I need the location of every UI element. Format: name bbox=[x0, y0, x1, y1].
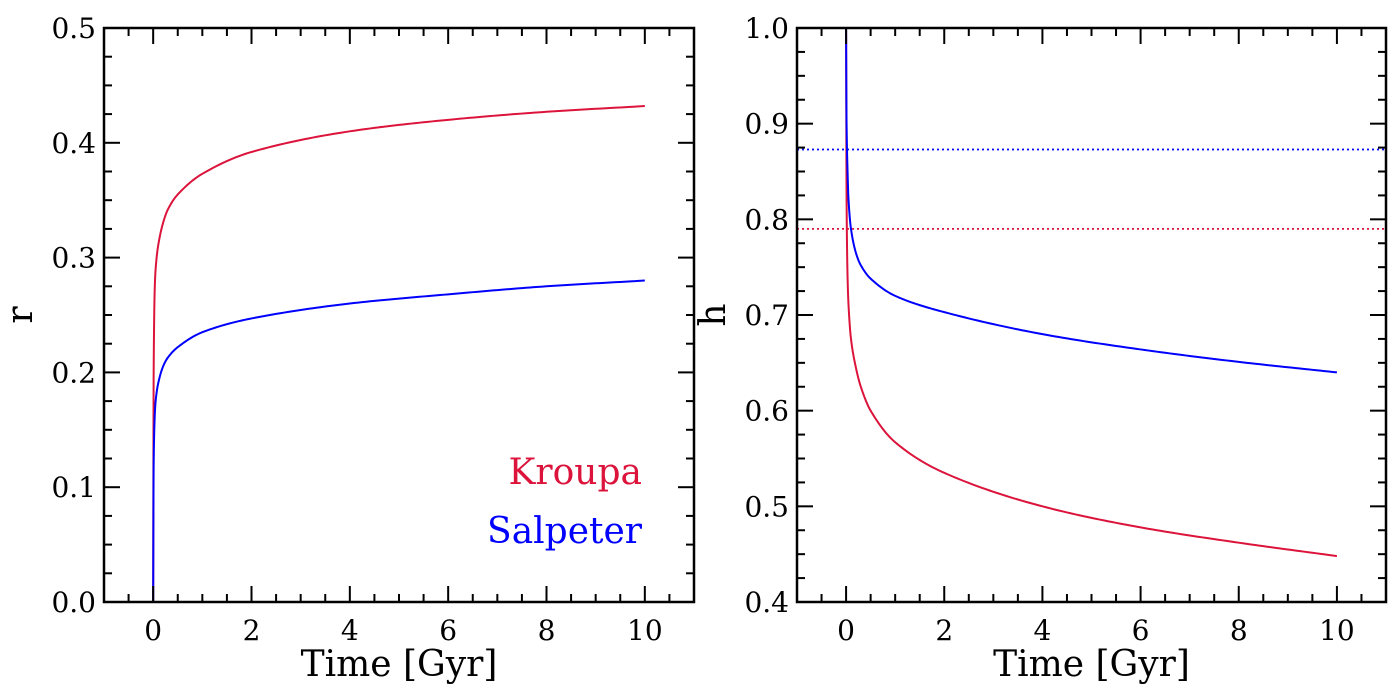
y-tick-label: 0.6 bbox=[744, 395, 789, 428]
series-lines bbox=[152, 105, 645, 603]
y-tick-label: 0.0 bbox=[51, 586, 96, 619]
y-tick-label: 0.3 bbox=[51, 242, 96, 275]
x-tick-label: 0 bbox=[837, 614, 855, 647]
tick-labels: 0 2 4 6 8 10 0.4 0.5 0.6 0.7 0.8 0.9 1.0 bbox=[744, 12, 1354, 647]
y-tick-label: 0.7 bbox=[744, 299, 789, 332]
chart-h-vs-time: 0 2 4 6 8 100.40.50.60.70.80.91.0 Time [Gyr] … bbox=[693, 12, 1388, 685]
x-tick-label: 8 bbox=[1230, 614, 1248, 647]
series-line-salpeter bbox=[152, 279, 645, 603]
x-tick-label: 6 bbox=[1132, 614, 1150, 647]
axes-frame bbox=[102, 26, 696, 604]
series-line-kroupa bbox=[152, 105, 645, 603]
y-tick-label: 0.5 bbox=[744, 490, 789, 523]
y-tick-label: 0.4 bbox=[51, 127, 96, 160]
y-tick-label: 0.4 bbox=[744, 586, 789, 619]
x-tick-label: 8 bbox=[538, 614, 556, 647]
x-tick-label: 2 bbox=[243, 614, 261, 647]
axis-ticks bbox=[103, 27, 695, 603]
y-tick-label: 0.2 bbox=[51, 356, 96, 389]
x-tick-label: 2 bbox=[935, 614, 953, 647]
legend-entry-kroupa: Kroupa bbox=[509, 452, 642, 493]
y-axis-label: r bbox=[0, 306, 41, 324]
y-tick-label: 0.5 bbox=[51, 12, 96, 45]
x-tick-label: 4 bbox=[1034, 614, 1052, 647]
x-axis-label: Time [Gyr] bbox=[993, 644, 1190, 685]
axes-frame bbox=[795, 26, 1388, 604]
tick-labels: 0 2 4 6 8 10 0.0 0.1 0.2 0.3 0.4 0.5 bbox=[51, 12, 662, 647]
x-tick-label: 4 bbox=[341, 614, 359, 647]
series-lines bbox=[797, 27, 1386, 558]
y-tick-label: 0.1 bbox=[51, 471, 96, 504]
x-tick-label: 0 bbox=[144, 614, 162, 647]
x-tick-label: 10 bbox=[1319, 614, 1355, 647]
legend: Kroupa Salpeter bbox=[487, 452, 643, 552]
y-tick-label: 0.8 bbox=[744, 203, 789, 236]
x-tick-label: 10 bbox=[627, 614, 663, 647]
y-axis-label: h bbox=[693, 303, 734, 326]
chart-r-vs-time: 0 2 4 6 8 10 0.0 0.1 0.2 0.3 0.4 0.5 Time [Gyr] r K… bbox=[0, 12, 696, 685]
axis-ticks bbox=[796, 27, 1387, 603]
x-axis-label: Time [Gyr] bbox=[301, 644, 498, 685]
x-tick-label: 6 bbox=[439, 614, 457, 647]
series-line-series-1 bbox=[845, 27, 1338, 374]
series-line-series-0 bbox=[845, 27, 1338, 558]
legend-entry-salpeter: Salpeter bbox=[487, 511, 643, 552]
y-tick-label: 0.9 bbox=[744, 108, 789, 141]
y-tick-label: 1.0 bbox=[744, 12, 789, 45]
